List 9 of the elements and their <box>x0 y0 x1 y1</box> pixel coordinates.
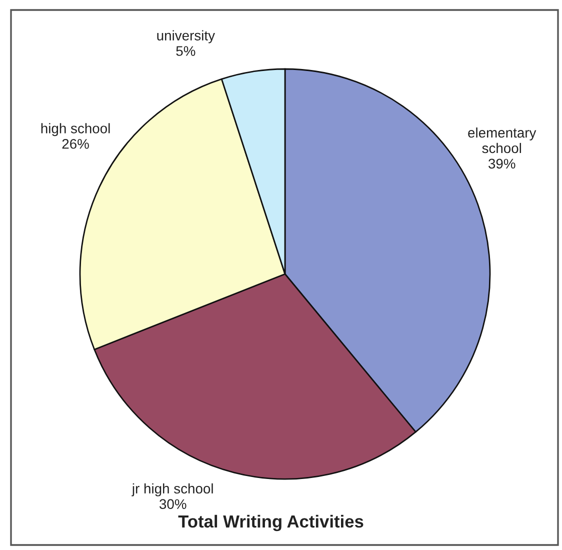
data-label: 26% <box>62 138 89 149</box>
data-label: 39% <box>488 158 516 169</box>
slice-label: jr high school <box>132 483 213 496</box>
slice-label: high school <box>41 123 110 136</box>
data-label: 30% <box>159 499 186 510</box>
text: Total Writing Activities <box>178 514 364 532</box>
data-label: 5% <box>176 46 196 56</box>
slice-label: university <box>157 30 215 44</box>
slice-label: elementary school <box>468 127 536 154</box>
